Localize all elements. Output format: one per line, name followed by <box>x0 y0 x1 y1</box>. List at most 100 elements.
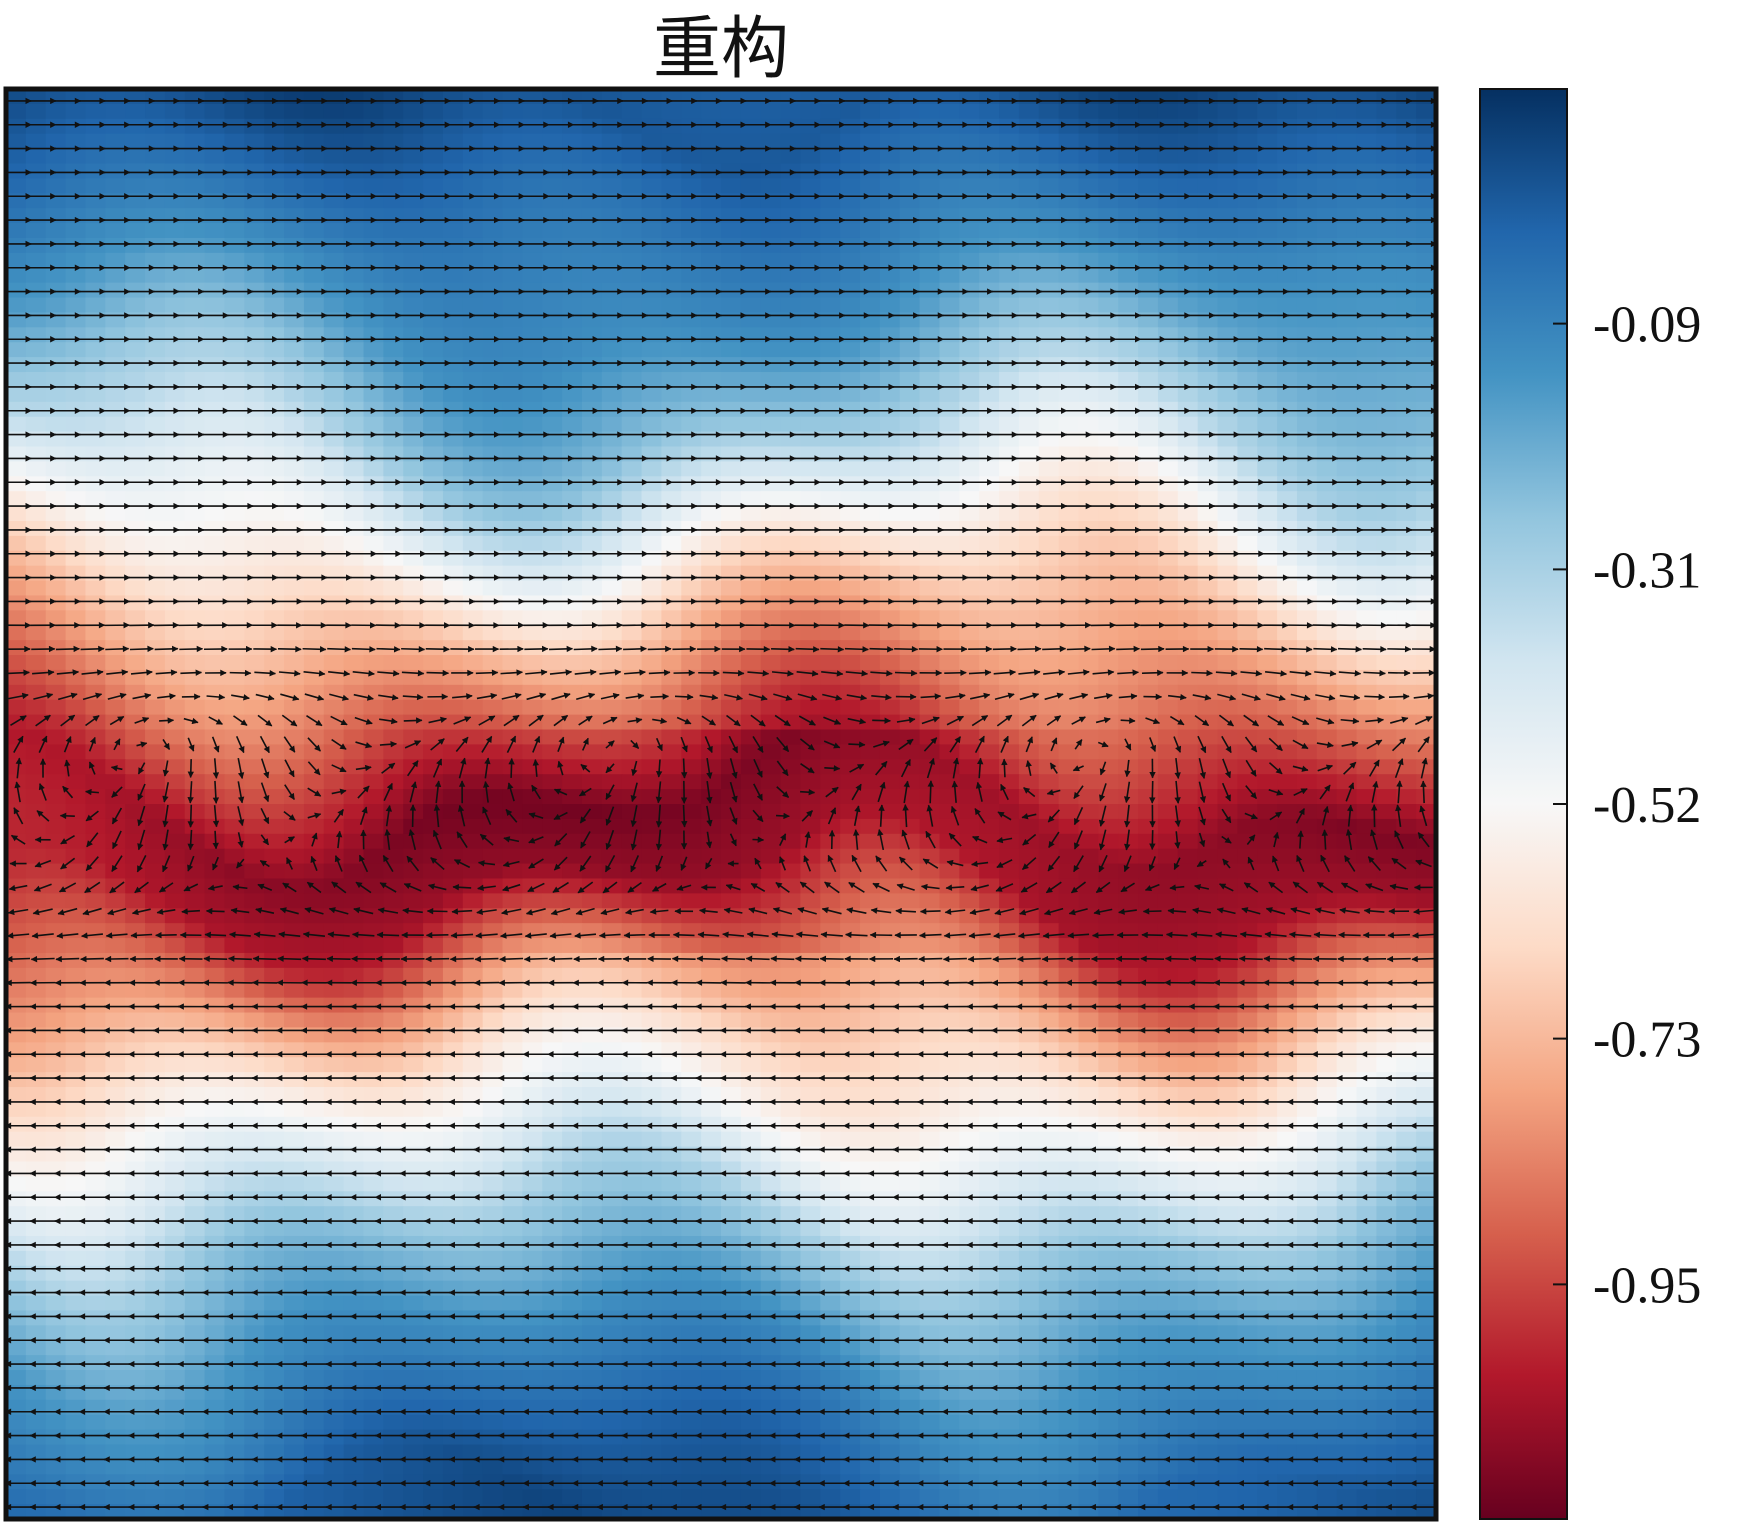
heatmap-cell <box>145 804 166 820</box>
heatmap-cell <box>6 580 27 597</box>
heatmap-cell <box>482 163 504 180</box>
heatmap-cell <box>184 759 206 776</box>
heatmap-cell <box>164 431 186 448</box>
heatmap-cell <box>1138 625 1159 641</box>
heatmap-cell <box>25 848 47 865</box>
heatmap-cell <box>1138 1012 1159 1029</box>
heatmap-cell <box>621 476 643 492</box>
heatmap-cell <box>939 252 961 269</box>
heatmap-cell <box>1177 446 1199 463</box>
heatmap-cell <box>164 267 186 284</box>
heatmap-cell <box>6 1101 27 1118</box>
heatmap-cell <box>403 267 424 284</box>
heatmap-cell <box>542 163 563 180</box>
heatmap-cell <box>721 282 742 299</box>
heatmap-cell <box>542 1087 563 1103</box>
heatmap-cell <box>224 759 246 776</box>
heatmap-cell <box>740 416 762 433</box>
heatmap-cell <box>1296 357 1318 373</box>
heatmap-cell <box>145 759 166 776</box>
heatmap-cell <box>204 223 226 239</box>
heatmap-cell <box>1336 997 1358 1014</box>
heatmap-cell <box>45 416 67 433</box>
heatmap-cell <box>85 565 107 582</box>
heatmap-cell <box>1217 148 1239 165</box>
heatmap-cell <box>860 133 881 150</box>
heatmap-cell <box>1098 148 1120 165</box>
heatmap-cell <box>303 446 325 463</box>
heatmap-cell <box>681 297 702 314</box>
heatmap-cell <box>1078 804 1100 820</box>
heatmap-cell <box>562 252 583 269</box>
heatmap-cell <box>1078 193 1100 209</box>
heatmap-cell <box>224 103 246 120</box>
heatmap-cell <box>482 342 504 358</box>
heatmap-cell <box>284 1116 305 1133</box>
heatmap-cell <box>1018 491 1040 507</box>
heatmap-cell <box>1018 386 1040 403</box>
heatmap-cell <box>1356 699 1378 716</box>
heatmap-cell <box>661 252 683 269</box>
heatmap-cell <box>303 774 325 790</box>
heatmap-cell <box>959 118 980 135</box>
heatmap-cell <box>581 580 603 597</box>
heatmap-cell <box>701 416 722 433</box>
heatmap-cell <box>522 386 544 403</box>
heatmap-cell <box>681 878 702 895</box>
heatmap-cell <box>840 342 861 358</box>
heatmap-cell <box>601 163 623 180</box>
heatmap-cell <box>860 565 881 582</box>
heatmap-cell <box>363 148 385 165</box>
heatmap-cell <box>462 267 484 284</box>
heatmap-cell <box>403 655 424 671</box>
heatmap-cell <box>442 565 464 582</box>
heatmap-cell <box>760 699 782 716</box>
heatmap-cell <box>1018 818 1040 835</box>
heatmap-cell <box>145 729 166 746</box>
heatmap-cell <box>879 133 901 150</box>
heatmap-cell <box>1396 461 1417 478</box>
heatmap-cell <box>1296 1057 1318 1073</box>
heatmap-cell <box>303 565 325 582</box>
heatmap-cell <box>780 595 802 612</box>
heatmap-cell <box>85 372 107 388</box>
heatmap-cell <box>522 476 544 492</box>
heatmap-cell <box>1138 580 1159 597</box>
heatmap-cell <box>1177 625 1199 641</box>
heatmap-cell <box>800 297 822 314</box>
heatmap-cell <box>1078 714 1100 731</box>
heatmap-cell <box>601 491 623 507</box>
heatmap-cell <box>721 372 742 388</box>
heatmap-cell <box>184 580 206 597</box>
heatmap-cell <box>1038 982 1060 999</box>
heatmap-cell <box>800 833 822 850</box>
heatmap-cell <box>383 342 405 358</box>
heatmap-cell <box>840 997 861 1014</box>
heatmap-cell <box>363 1042 385 1059</box>
heatmap-cell <box>45 252 67 269</box>
heatmap-cell <box>1177 1087 1199 1103</box>
heatmap-cell <box>323 1072 345 1088</box>
heatmap-cell <box>919 1101 941 1118</box>
heatmap-cell <box>542 252 563 269</box>
heatmap-cell <box>224 178 246 195</box>
heatmap-cell <box>1078 461 1100 478</box>
heatmap-cell <box>840 729 861 746</box>
heatmap-cell <box>105 1087 126 1103</box>
heatmap-cell <box>1038 476 1060 492</box>
heatmap-cell <box>383 729 405 746</box>
heatmap-cell <box>403 893 424 910</box>
heatmap-cell <box>6 535 27 552</box>
heatmap-cell <box>1356 401 1378 418</box>
heatmap-cell <box>363 1101 385 1118</box>
heatmap-cell <box>224 729 246 746</box>
heatmap-cell <box>1138 416 1159 433</box>
heatmap-cell <box>1336 193 1358 209</box>
heatmap-cell <box>25 297 47 314</box>
heatmap-cell <box>184 491 206 507</box>
heatmap-cell <box>1058 342 1080 358</box>
heatmap-cell <box>45 520 67 537</box>
heatmap-cell <box>979 267 1000 284</box>
heatmap-cell <box>1296 625 1318 641</box>
heatmap-cell <box>1296 535 1318 552</box>
